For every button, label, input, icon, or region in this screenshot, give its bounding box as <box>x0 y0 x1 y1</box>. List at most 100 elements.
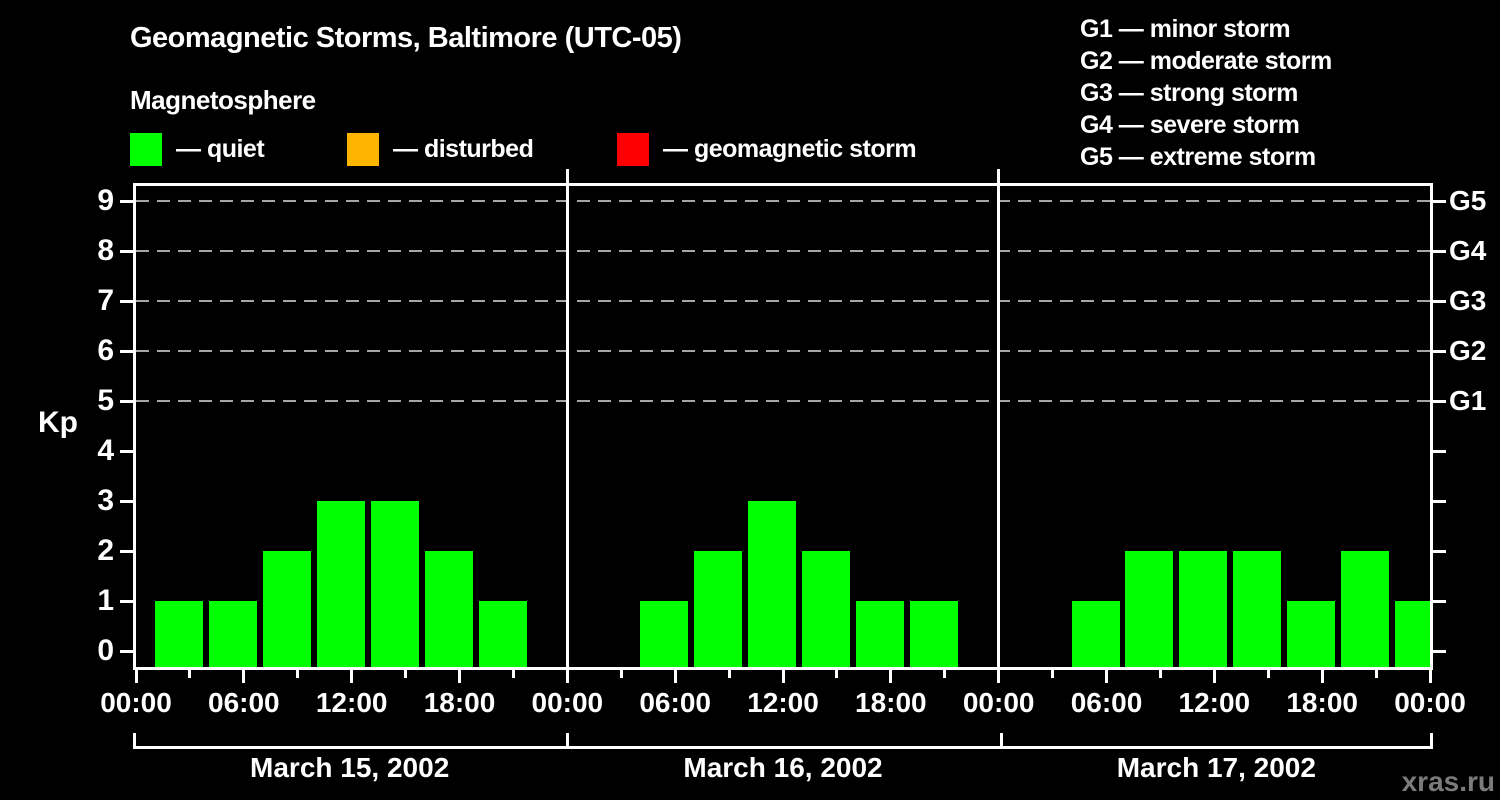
x-tick-minor <box>619 670 623 678</box>
gridline-kp6 <box>136 350 1430 352</box>
x-tick-major <box>1105 670 1108 683</box>
panel-march-16-2002 <box>567 186 998 667</box>
x-tick-label: 18:00 <box>1286 687 1358 718</box>
disturbed-color-swatch <box>347 133 379 166</box>
x-tick-major <box>1320 670 1324 683</box>
kp-bar <box>1233 551 1282 667</box>
kp-bar <box>1125 551 1174 667</box>
x-tick-minor <box>943 670 947 678</box>
kp-bar <box>262 551 311 667</box>
bracket-tick <box>999 733 1003 749</box>
y-tick-left <box>120 200 133 203</box>
chart-title: Geomagnetic Storms, Baltimore (UTC-05) <box>130 22 682 54</box>
y-tick-right <box>1433 500 1446 503</box>
y-tick-right <box>1433 250 1446 253</box>
date-bracket <box>133 730 1433 749</box>
x-tick-label: 06:00 <box>208 687 280 718</box>
y-axis-label-6: 6 <box>97 334 114 367</box>
x-tick-minor <box>1158 670 1162 678</box>
x-tick-minor <box>511 670 515 678</box>
y-axis-label-5: 5 <box>97 384 114 417</box>
y-axis-label-9: 9 <box>97 184 114 217</box>
x-tick-label: 18:00 <box>855 687 927 718</box>
x-tick-label: 00:00 <box>100 687 172 718</box>
panel-march-15-2002 <box>136 186 567 667</box>
y-axis-label-4: 4 <box>97 434 114 467</box>
x-tick-minor <box>1051 670 1055 678</box>
y-tick-right <box>1433 550 1446 553</box>
kp-bar <box>640 601 689 667</box>
x-tick-major <box>1212 670 1216 683</box>
y-tick-right <box>1433 400 1446 403</box>
y-tick-left <box>120 500 133 503</box>
x-tick-minor <box>1374 670 1378 678</box>
bracket-tick <box>566 733 570 749</box>
x-tick-label: 00:00 <box>1394 687 1466 718</box>
x-tick-label: 06:00 <box>1070 687 1143 718</box>
y-tick-left <box>120 400 133 403</box>
kp-bar <box>694 551 743 667</box>
quiet-color-swatch <box>130 133 162 166</box>
plot-area <box>120 169 1446 683</box>
x-tick-label: 00:00 <box>962 687 1035 718</box>
kp-bar <box>909 601 958 667</box>
date-label: March 16, 2002 <box>683 752 883 783</box>
x-tick-major <box>997 670 1001 683</box>
kp-bar <box>1071 601 1120 667</box>
y-tick-left <box>120 600 133 603</box>
y-tick-right <box>1433 600 1446 603</box>
kp-bar <box>1179 551 1228 667</box>
g-scale-line-2: G2 — moderate storm <box>1080 47 1332 75</box>
kp-bar <box>316 501 365 667</box>
x-tick-minor <box>835 670 839 678</box>
x-tick-major <box>781 670 785 683</box>
kp-bar <box>1341 551 1390 667</box>
gridline-kp8 <box>136 250 1430 252</box>
y-axis-label-3: 3 <box>97 484 114 517</box>
geomagnetic-storm-color-swatch <box>617 133 649 166</box>
right-axis-label-g3: G3 <box>1449 285 1487 316</box>
x-tick-label: 12:00 <box>315 687 388 718</box>
kp-bar <box>208 601 257 667</box>
g-scale-line-4: G4 — severe storm <box>1080 111 1300 139</box>
kp-bar <box>1287 601 1336 667</box>
y-tick-right <box>1433 200 1446 203</box>
legend-label-quiet: — quiet <box>176 135 265 163</box>
x-tick-minor <box>727 670 731 678</box>
y-axis-label-1: 1 <box>97 584 114 617</box>
x-tick-major <box>565 670 569 683</box>
y-tick-right <box>1433 300 1446 303</box>
kp-bar <box>370 501 419 667</box>
y-axis-label-2: 2 <box>97 534 114 567</box>
right-axis-label-g1: G1 <box>1449 385 1487 416</box>
y-tick-left <box>120 450 133 453</box>
y-tick-right <box>1433 650 1446 653</box>
g-scale-line-1: G1 — minor storm <box>1080 15 1291 43</box>
legend-label-geomagnetic-storm: — geomagnetic storm <box>663 135 917 163</box>
g-scale-line-5: G5 — extreme storm <box>1080 143 1316 171</box>
gridline-kp5 <box>136 400 1430 402</box>
x-tick-major <box>350 670 354 683</box>
chart-subtitle: Magnetosphere <box>130 85 316 115</box>
g-scale-line-3: G3 — strong storm <box>1080 79 1298 107</box>
kp-bar <box>155 601 203 667</box>
y-tick-right <box>1433 350 1446 353</box>
x-tick-label: 18:00 <box>423 687 496 718</box>
legend-item-quiet: — quiet <box>130 133 265 166</box>
panel-march-17-2002 <box>999 186 1430 667</box>
y-tick-left <box>120 650 133 653</box>
x-tick-major <box>673 670 677 683</box>
right-axis-label-g2: G2 <box>1449 335 1487 366</box>
y-axis-label-8: 8 <box>97 234 114 267</box>
y-tick-left <box>120 300 133 303</box>
panel-divider <box>997 169 1001 667</box>
legend-item-geomagnetic-storm: — geomagnetic storm <box>617 133 917 166</box>
y-tick-left <box>120 550 133 553</box>
x-tick-label: 12:00 <box>1178 687 1251 718</box>
bracket-tick <box>1430 733 1433 749</box>
gridline-kp9 <box>136 200 1430 202</box>
x-tick-minor <box>404 670 408 678</box>
date-label: March 17, 2002 <box>1116 752 1316 783</box>
x-tick-label: 12:00 <box>747 687 819 718</box>
